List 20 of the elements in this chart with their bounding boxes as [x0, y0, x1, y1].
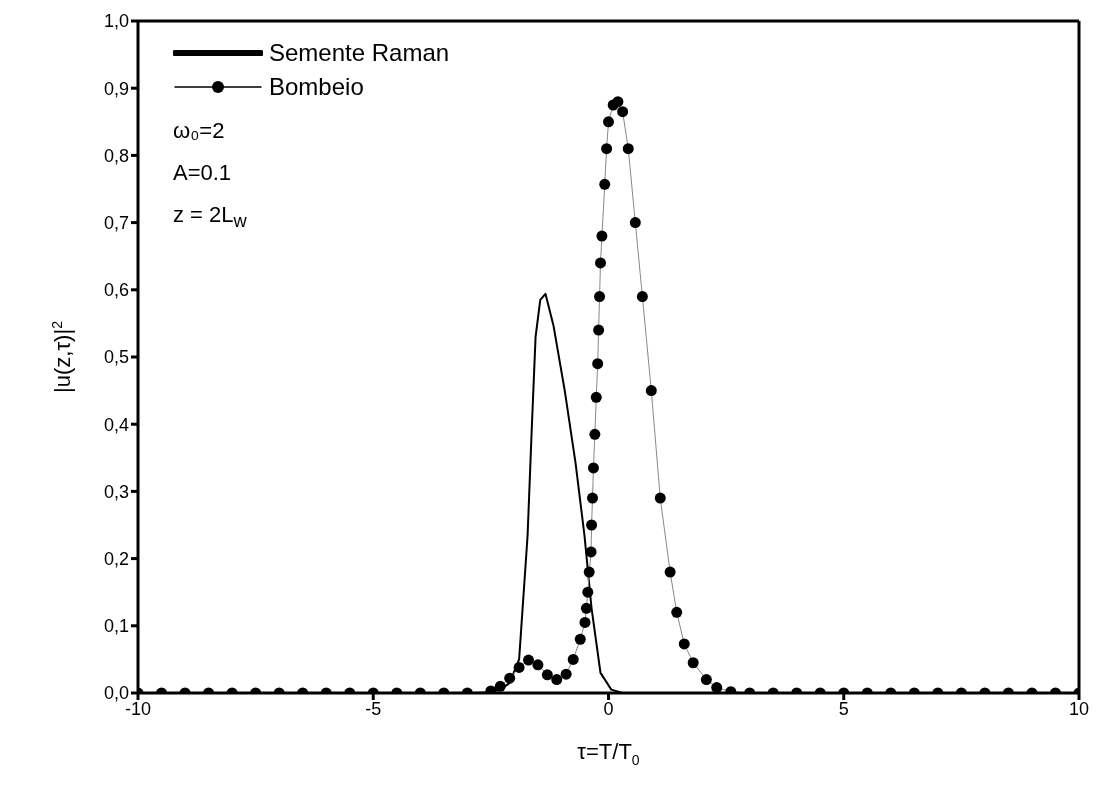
y-tick-label: 0,1 [103, 616, 129, 637]
annotation: A=0.1 [173, 159, 233, 187]
annotation: ω₀=2 [173, 117, 226, 145]
y-tick-label: 0,8 [103, 145, 129, 166]
annotation: z = 2L$_{w}$ [173, 201, 248, 234]
x-tick-label: -5 [365, 698, 382, 719]
x-tick-label: 5 [838, 698, 849, 719]
y-tick-label: 0,7 [103, 212, 129, 233]
y-tick-label: 0,3 [103, 481, 129, 502]
x-tick-label: 0 [603, 698, 614, 719]
y-tick-label: 0,5 [103, 347, 129, 368]
legend-label: Bombeio [269, 72, 364, 102]
y-tick-label: 1,0 [103, 11, 129, 32]
legend-label: Semente Raman [269, 38, 450, 68]
y-tick-label: 0,9 [103, 78, 129, 99]
x-tick-label: 10 [1068, 698, 1090, 719]
y-tick-label: 0,2 [103, 548, 129, 569]
x-axis-title: τ=T/T$_{0}$ [577, 739, 640, 768]
y-tick-label: 0,4 [103, 414, 129, 435]
y-tick-label: 0,6 [103, 280, 129, 301]
